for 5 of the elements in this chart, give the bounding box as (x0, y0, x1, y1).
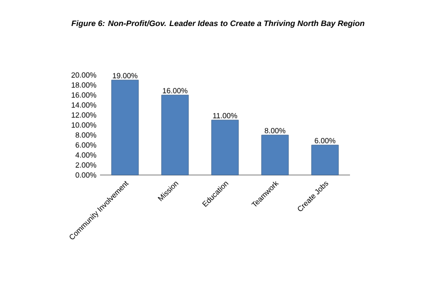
bar (261, 134, 289, 176)
bar (111, 80, 139, 176)
bar (211, 120, 239, 176)
bar (161, 94, 189, 176)
bar (311, 144, 339, 176)
